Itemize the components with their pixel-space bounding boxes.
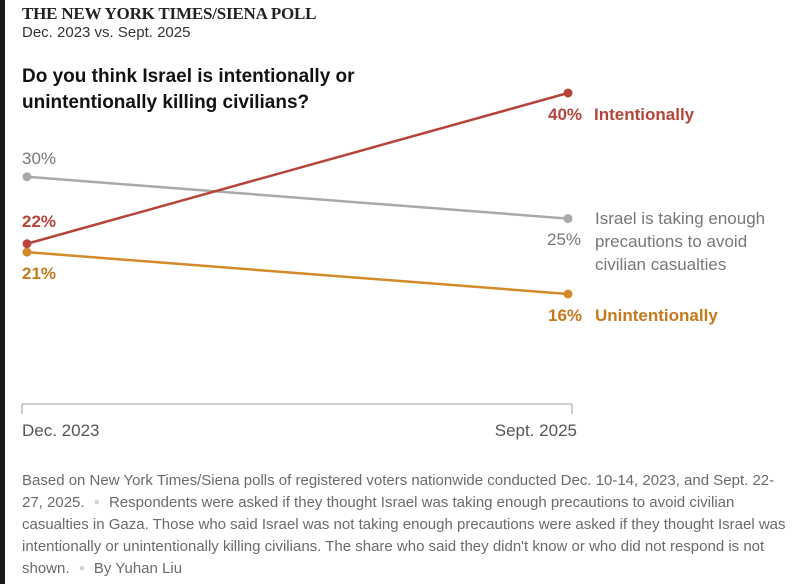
- value-label-start-unintentionally: 21%: [22, 264, 56, 283]
- value-label-end-intentionally: 40%: [548, 105, 582, 124]
- value-label-start-precautions: 30%: [22, 149, 56, 168]
- series-label-unintentionally: Unintentionally: [595, 306, 718, 325]
- value-label-end-precautions: 25%: [547, 230, 581, 249]
- point-start-unintentionally: [22, 247, 32, 257]
- x-tick-label-end: Sept. 2025: [495, 421, 577, 440]
- chart-question-title: Do you think Israel is intentionally or …: [22, 66, 355, 113]
- series-layer: 30% 22% 21% 40% Intentionally 25% Israel is ta…: [22, 88, 765, 325]
- series-label-precautions-line: Israel is taking enough: [595, 209, 765, 228]
- chart-footnote: Based on New York Times/Siena polls of r…: [22, 470, 792, 580]
- separator-dot: ●: [93, 497, 100, 509]
- footnote-methodology: Respondents were asked if they thought I…: [22, 494, 786, 578]
- value-label-start-intentionally: 22%: [22, 212, 56, 231]
- footnote-source: Based on New York Times/Siena polls of r…: [22, 472, 775, 511]
- series-label-precautions-line: civilian casualties: [595, 255, 726, 274]
- point-end-israel-is-taking-enough-precau: [563, 214, 573, 224]
- left-border-strip: [0, 0, 5, 584]
- poll-subtitle: Dec. 2023 vs. Sept. 2025: [22, 24, 191, 41]
- series-line-israel-is-taking-enough-precau: [25, 175, 570, 220]
- poll-kicker: THE NEW YORK TIMES/SIENA POLL: [22, 4, 317, 23]
- point-end-intentionally: [563, 88, 573, 98]
- series-line-intentionally: [25, 91, 570, 245]
- series-label-intentionally: Intentionally: [594, 105, 695, 124]
- series-line-unintentionally: [25, 250, 570, 296]
- slope-chart: Dec. 2023 Sept. 2025 30% 22% 21% 40% Intenti…: [21, 88, 765, 440]
- x-tick-label-start: Dec. 2023: [22, 421, 100, 440]
- separator-dot: ●: [78, 563, 85, 575]
- value-label-end-unintentionally: 16%: [548, 306, 582, 325]
- x-axis: Dec. 2023 Sept. 2025: [21, 403, 577, 440]
- series-label-precautions-line: precautions to avoid: [595, 232, 747, 251]
- point-start-intentionally: [22, 239, 32, 249]
- point-end-unintentionally: [563, 289, 573, 299]
- footnote-byline: By Yuhan Liu: [93, 560, 183, 578]
- point-start-israel-is-taking-enough-precau: [22, 172, 32, 182]
